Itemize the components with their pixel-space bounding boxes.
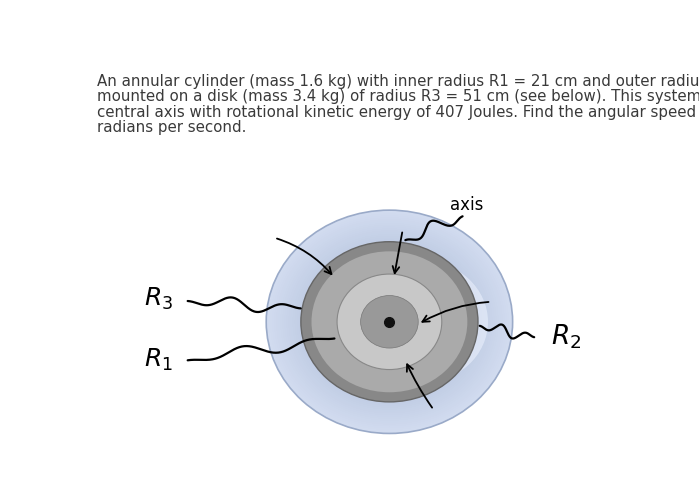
Ellipse shape <box>379 312 400 331</box>
Ellipse shape <box>371 305 408 338</box>
Ellipse shape <box>308 248 472 396</box>
Ellipse shape <box>280 223 498 420</box>
Ellipse shape <box>275 218 505 426</box>
Ellipse shape <box>387 320 391 324</box>
Text: An annular cylinder (mass 1.6 kg) with inner radius R1 = 21 cm and outer radius : An annular cylinder (mass 1.6 kg) with i… <box>97 74 699 89</box>
Ellipse shape <box>273 216 507 428</box>
Ellipse shape <box>377 310 402 333</box>
Ellipse shape <box>311 251 468 392</box>
Ellipse shape <box>315 255 463 389</box>
Ellipse shape <box>266 210 512 434</box>
Ellipse shape <box>313 253 466 390</box>
Ellipse shape <box>324 262 455 382</box>
Ellipse shape <box>293 234 486 410</box>
Ellipse shape <box>299 240 480 404</box>
Text: $R_1$: $R_1$ <box>144 347 173 374</box>
Ellipse shape <box>328 266 451 378</box>
Text: radians per second.: radians per second. <box>97 120 246 135</box>
Ellipse shape <box>330 268 449 376</box>
Ellipse shape <box>268 212 510 432</box>
Ellipse shape <box>344 281 435 362</box>
Ellipse shape <box>284 227 494 416</box>
Ellipse shape <box>354 290 424 354</box>
Text: $R_2$: $R_2$ <box>551 323 582 352</box>
Ellipse shape <box>338 276 441 368</box>
Ellipse shape <box>278 222 500 422</box>
Ellipse shape <box>369 303 410 341</box>
Text: central axis with rotational kinetic energy of 407 Joules. Find the angular spee: central axis with rotational kinetic ene… <box>97 104 699 120</box>
Ellipse shape <box>317 256 461 387</box>
Ellipse shape <box>346 282 433 361</box>
Ellipse shape <box>367 302 412 343</box>
Ellipse shape <box>332 270 447 374</box>
Ellipse shape <box>352 260 488 383</box>
Ellipse shape <box>336 274 442 370</box>
Ellipse shape <box>340 277 439 366</box>
Ellipse shape <box>289 230 490 413</box>
Ellipse shape <box>350 286 428 357</box>
Ellipse shape <box>310 249 470 394</box>
Ellipse shape <box>361 296 418 348</box>
Text: axis: axis <box>449 196 483 214</box>
Ellipse shape <box>295 236 484 408</box>
Ellipse shape <box>322 260 457 383</box>
Ellipse shape <box>352 288 426 356</box>
Ellipse shape <box>363 298 416 346</box>
Text: mounted on a disk (mass 3.4 kg) of radius R3 = 51 cm (see below). This system sp: mounted on a disk (mass 3.4 kg) of radiu… <box>97 90 699 104</box>
Ellipse shape <box>303 244 475 400</box>
Ellipse shape <box>271 214 508 430</box>
Ellipse shape <box>334 272 445 372</box>
Ellipse shape <box>373 307 406 336</box>
Ellipse shape <box>383 316 396 328</box>
Ellipse shape <box>375 309 404 335</box>
Ellipse shape <box>297 238 482 406</box>
Ellipse shape <box>319 258 459 385</box>
Ellipse shape <box>356 292 422 352</box>
Ellipse shape <box>381 314 398 329</box>
Ellipse shape <box>301 242 478 402</box>
Ellipse shape <box>312 252 468 392</box>
Ellipse shape <box>282 225 496 418</box>
Ellipse shape <box>305 246 474 398</box>
Ellipse shape <box>291 232 488 411</box>
Ellipse shape <box>385 318 394 326</box>
Ellipse shape <box>326 264 453 380</box>
Text: $R_3$: $R_3$ <box>144 286 173 312</box>
Ellipse shape <box>287 229 492 415</box>
Ellipse shape <box>348 284 431 359</box>
Ellipse shape <box>343 279 437 364</box>
Ellipse shape <box>365 300 414 344</box>
Ellipse shape <box>337 274 442 370</box>
Ellipse shape <box>277 220 503 424</box>
Ellipse shape <box>361 296 418 348</box>
Ellipse shape <box>359 294 420 350</box>
Ellipse shape <box>301 242 477 402</box>
